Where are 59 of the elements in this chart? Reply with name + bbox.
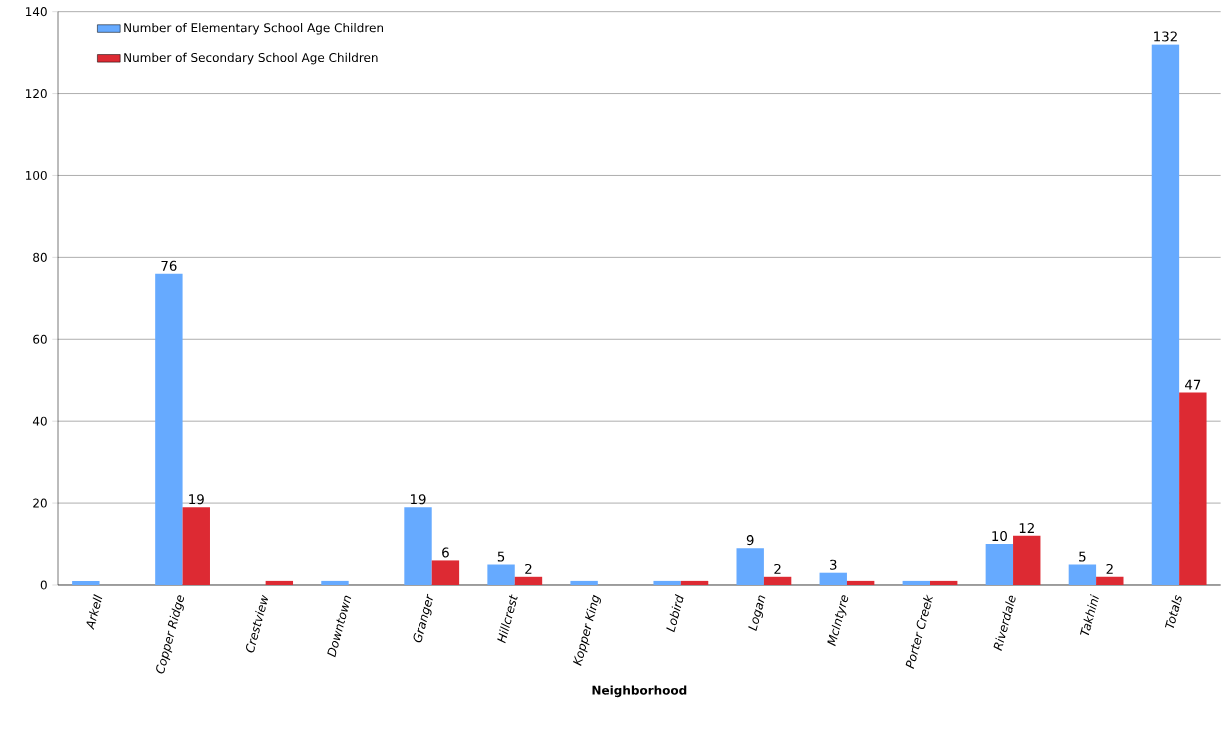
x-tick-label: Logan: [748, 595, 766, 632]
y-tick-label: 20: [33, 498, 47, 508]
bar: [431, 560, 460, 585]
bar: [819, 572, 847, 585]
y-tick-label: 80: [33, 252, 47, 262]
x-tick-label: Porter Creek: [905, 594, 933, 669]
bar: [155, 273, 183, 585]
bar: [653, 580, 681, 585]
data-label: 19: [189, 494, 204, 505]
y-tick-label: 40: [32, 416, 47, 426]
bar: [487, 564, 515, 585]
data-label: 132: [1154, 31, 1177, 42]
data-label: 12: [1019, 523, 1034, 533]
bar: [265, 580, 294, 585]
bar: [846, 580, 875, 585]
y-tick-label: 0: [40, 580, 47, 590]
x-tick-label: Totals: [1164, 594, 1182, 628]
bar: [1151, 44, 1180, 585]
bar: [321, 580, 349, 585]
data-label: 47: [1185, 379, 1201, 390]
x-tick-label: Copper Ridge: [156, 595, 184, 674]
data-label: 10: [992, 531, 1007, 542]
x-tick-label: Arkell: [86, 594, 103, 630]
data-label: 2: [525, 563, 532, 574]
y-tick-label: 60: [33, 334, 47, 344]
x-tick-label: Takhini: [1080, 594, 1099, 636]
bar: [1013, 535, 1041, 585]
bar: [182, 507, 210, 585]
data-label: 76: [161, 260, 177, 271]
bar: [736, 548, 764, 585]
data-label: 19: [411, 494, 426, 505]
bar: [680, 580, 709, 585]
bar: [1068, 564, 1097, 585]
data-label: 5: [1079, 551, 1086, 562]
bar: [930, 580, 958, 585]
y-tick-label: 120: [26, 89, 47, 99]
data-label: 3: [830, 559, 837, 570]
bar: [570, 580, 598, 585]
legend-label: Number of Elementary School Age Children: [124, 22, 384, 35]
x-tick-label: Kopper King: [573, 594, 601, 666]
data-label: 9: [746, 535, 754, 546]
bar: [514, 576, 543, 585]
x-axis-title: Neighborhood: [592, 685, 687, 698]
bar: [404, 507, 432, 585]
y-tick-label: 140: [26, 7, 47, 17]
bar: [763, 576, 792, 585]
x-tick-label: Granger: [413, 593, 433, 643]
data-label: 2: [774, 563, 781, 574]
x-tick-label: Lobird: [666, 593, 684, 633]
data-label: 2: [1106, 563, 1113, 574]
bar: [72, 580, 100, 585]
bar: [902, 580, 930, 585]
y-tick-label: 100: [26, 170, 47, 180]
legend-label: Number of Secondary School Age Children: [124, 52, 378, 65]
data-label: 5: [497, 551, 505, 562]
bar: [985, 544, 1014, 585]
bar: [1179, 392, 1207, 585]
bar: [1096, 576, 1124, 585]
data-label: 6: [442, 547, 449, 558]
